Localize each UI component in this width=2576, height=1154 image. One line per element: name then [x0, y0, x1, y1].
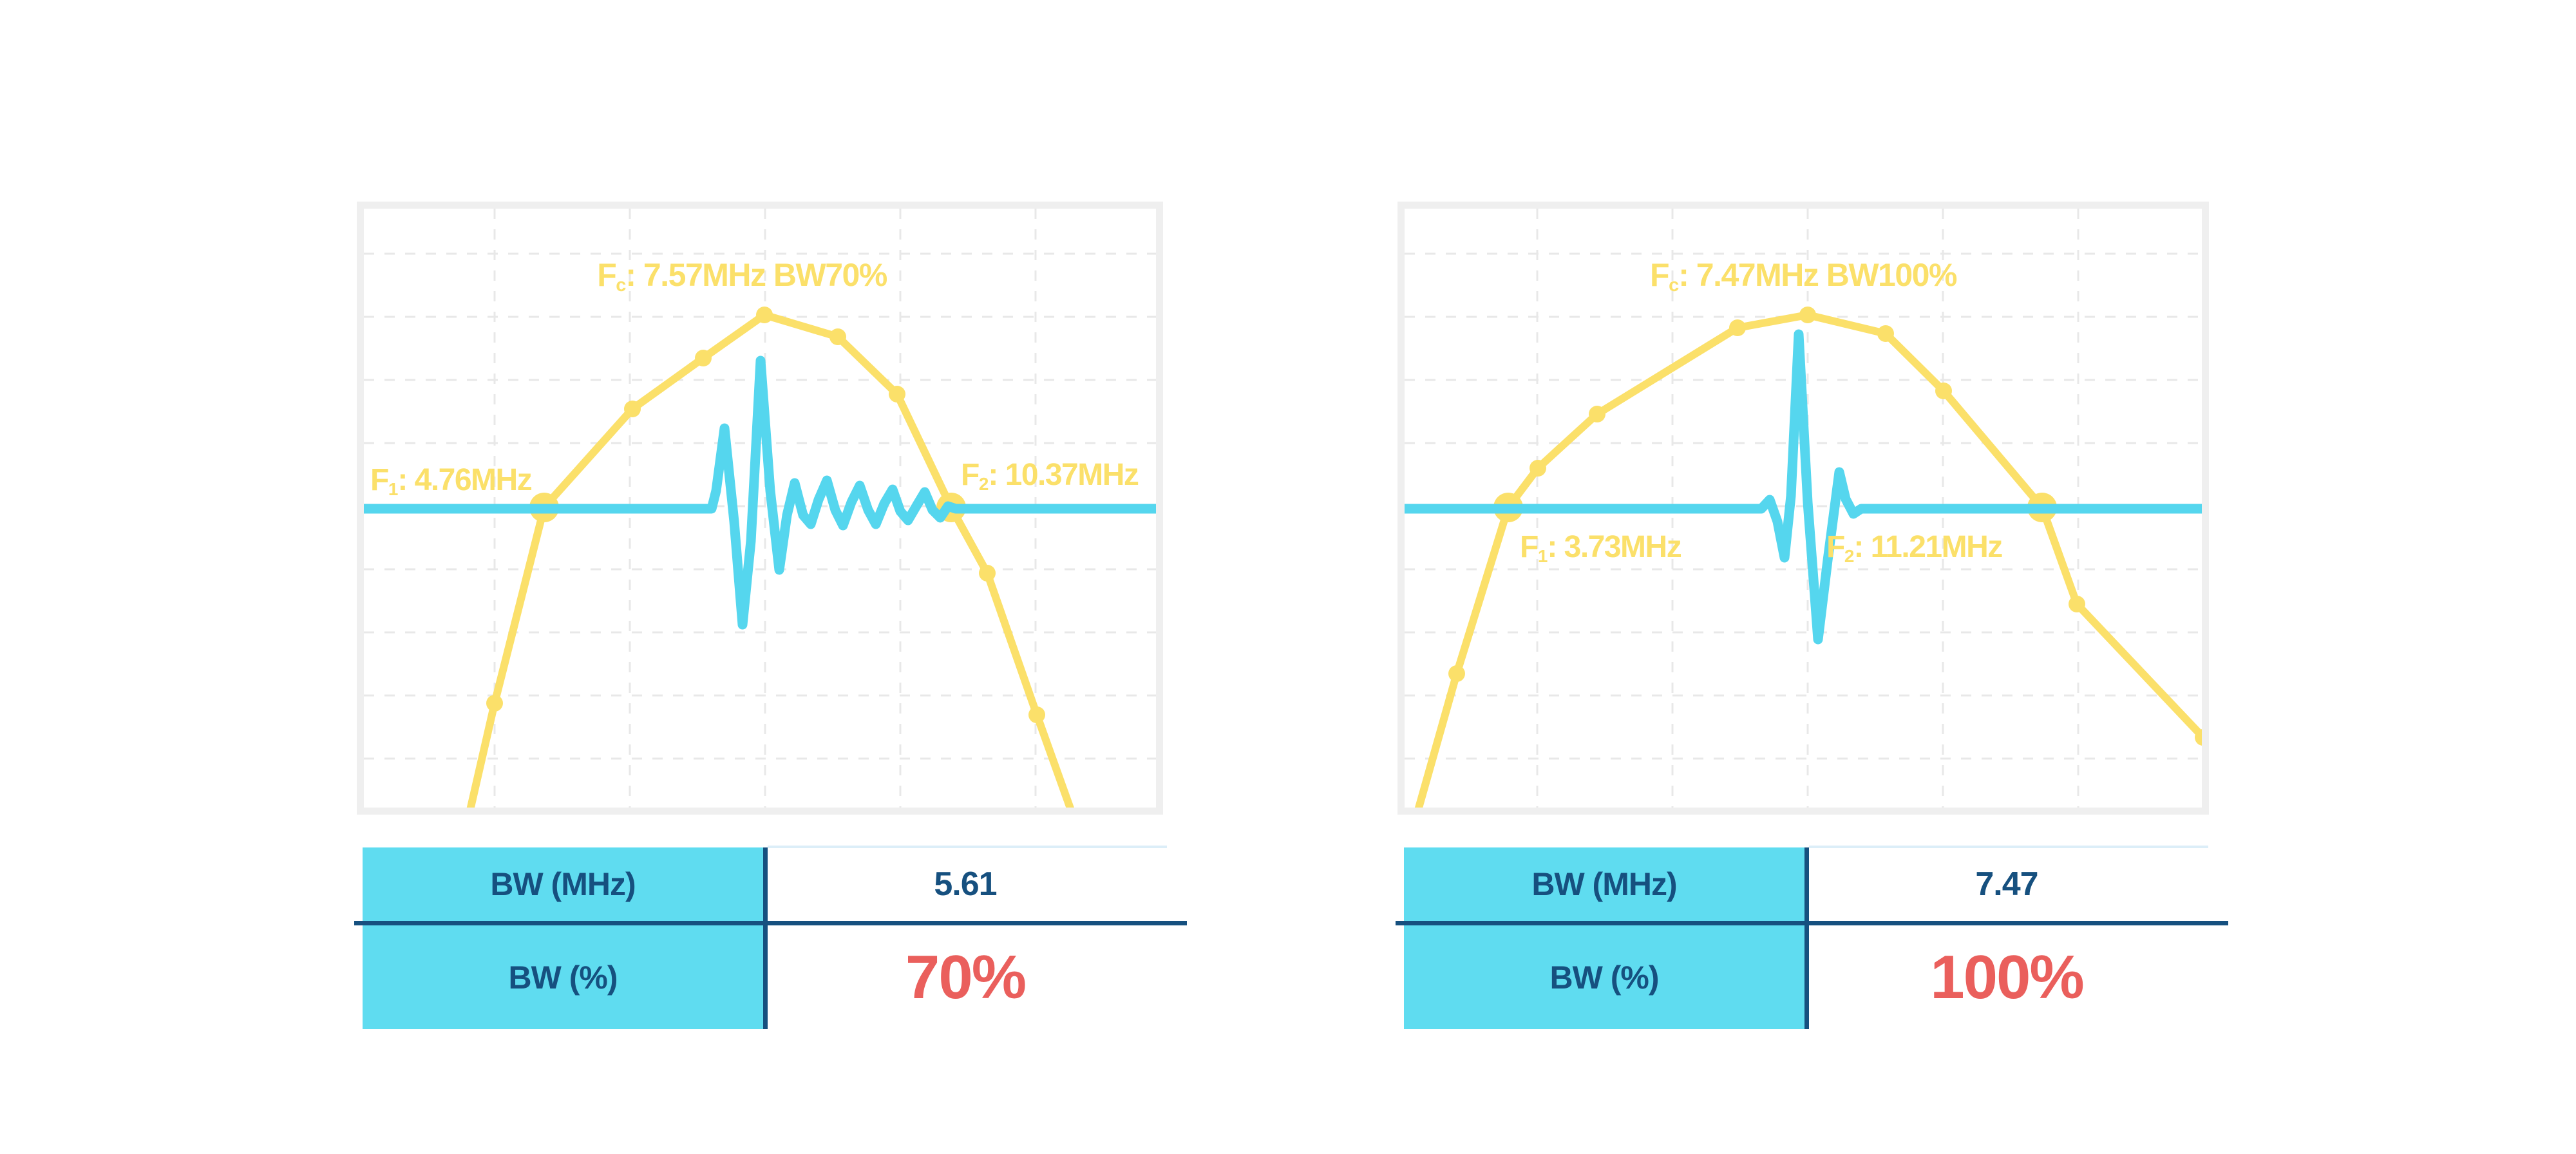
bw-percent-value-cell: 70% [768, 925, 1163, 1029]
table-top-rule [768, 846, 1167, 848]
right-bandwidth-table: BW (MHz) 7.47 BW (%) 100% [1396, 846, 2230, 1029]
right-center-frequency-label: Fc: 7.47MHz BW100% [1546, 259, 2061, 295]
bw-mhz-value-cell: 5.61 [768, 847, 1163, 921]
bw-percent-value-cell: 100% [1809, 925, 2204, 1029]
table-row-divider [1396, 921, 2228, 925]
left-pulse-spectrum-chart [357, 202, 1163, 815]
table-row-divider [354, 921, 1187, 925]
f1-value-text: : 4.76MHz [397, 463, 532, 497]
bw-mhz-value-text: 7.47 [1975, 866, 2038, 903]
fc-symbol: F [597, 257, 617, 293]
table-column-divider [763, 847, 768, 1029]
bw-percent-header-text: BW (%) [1549, 959, 1660, 996]
fc-subscript: c [616, 275, 626, 296]
f2-value-text: : 11.21MHz [1853, 530, 2003, 564]
f1-subscript: 1 [1537, 545, 1548, 566]
bw-mhz-header-cell: BW (MHz) [1404, 847, 1804, 921]
left-center-frequency-label: Fc: 7.57MHz BW70% [484, 259, 999, 295]
chart-frame [357, 202, 1163, 815]
f2-value-text: : 10.37MHz [988, 458, 1139, 492]
fc-value-text: : 7.57MHz BW70% [625, 257, 887, 293]
f1-value-text: : 3.73MHz [1547, 530, 1681, 564]
f2-symbol: F [961, 458, 980, 492]
bw-mhz-value-cell: 7.47 [1809, 847, 2204, 921]
right-f2-label: F2: 11.21MHz [1826, 530, 2003, 566]
fc-subscript: c [1669, 275, 1679, 296]
bw-mhz-value-text: 5.61 [934, 866, 997, 903]
bw-percent-header-cell: BW (%) [1404, 925, 1804, 1029]
table-top-rule [1809, 846, 2208, 848]
bw-mhz-header-cell: BW (MHz) [363, 847, 763, 921]
fc-value-text: : 7.47MHz BW100% [1678, 257, 1957, 293]
chart-frame [1397, 202, 2209, 815]
f1-subscript: 1 [388, 478, 399, 499]
table-column-divider [1804, 847, 1809, 1029]
left-f1-label: F1: 4.76MHz [370, 463, 533, 499]
left-f2-label: F2: 10.37MHz [961, 458, 1139, 494]
right-pulse-spectrum-chart [1397, 202, 2209, 815]
f2-subscript: 2 [1844, 545, 1855, 566]
f2-subscript: 2 [978, 473, 989, 494]
left-bandwidth-table: BW (MHz) 5.61 BW (%) 70% [354, 846, 1188, 1029]
f2-symbol: F [1826, 530, 1845, 564]
pulse-series [1405, 329, 2202, 645]
bw-mhz-header-text: BW (MHz) [490, 866, 636, 902]
bw-percent-value-text: 100% [1930, 942, 2085, 1012]
spectrum-series [1414, 307, 2202, 808]
fc-symbol: F [1650, 257, 1670, 293]
f1-symbol: F [1520, 530, 1539, 564]
bw-percent-value-text: 70% [905, 942, 1027, 1012]
spectrum-series [466, 307, 1074, 808]
f1-symbol: F [370, 463, 389, 497]
right-f1-label: F1: 3.73MHz [1520, 530, 1682, 566]
bw-percent-header-cell: BW (%) [363, 925, 763, 1029]
bw-percent-header-text: BW (%) [508, 959, 618, 996]
bw-mhz-header-text: BW (MHz) [1531, 866, 1677, 902]
pulse-series [364, 355, 1156, 630]
